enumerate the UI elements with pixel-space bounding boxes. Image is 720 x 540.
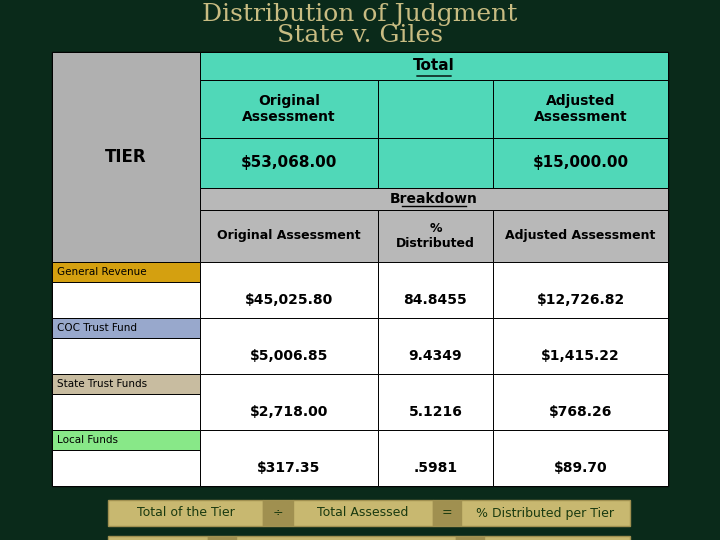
Text: ÷: ÷	[273, 507, 283, 519]
Text: 5.1216: 5.1216	[408, 405, 462, 419]
Text: Total: Total	[413, 58, 455, 73]
Text: COC Trust Fund: COC Trust Fund	[57, 323, 137, 333]
Bar	[200, 80, 378, 138]
Bar	[378, 80, 493, 138]
Bar	[200, 52, 668, 80]
Text: $53,068.00: $53,068.00	[240, 156, 337, 171]
Text: =: =	[441, 507, 452, 519]
Bar	[456, 536, 484, 540]
Text: Distribution of Judgment: Distribution of Judgment	[202, 3, 518, 26]
Bar	[378, 210, 493, 262]
Text: Total of the Tier: Total of the Tier	[137, 507, 235, 519]
Bar	[493, 374, 668, 430]
Bar	[236, 536, 456, 540]
Bar	[493, 318, 668, 374]
Text: $12,726.82: $12,726.82	[536, 293, 625, 307]
Bar	[52, 450, 200, 486]
Bar	[52, 282, 200, 318]
Bar	[484, 536, 630, 540]
Text: State v. Giles: State v. Giles	[277, 24, 443, 46]
Text: % Distributed per Tier: % Distributed per Tier	[477, 507, 614, 519]
Bar	[52, 318, 200, 338]
Text: $2,718.00: $2,718.00	[250, 405, 328, 419]
Bar	[378, 318, 493, 374]
Bar	[493, 210, 668, 262]
Text: TIER: TIER	[105, 148, 147, 166]
Text: Adjusted
Assessment: Adjusted Assessment	[534, 94, 627, 124]
Text: $5,006.85: $5,006.85	[250, 349, 328, 363]
Bar	[52, 52, 668, 486]
Text: $45,025.80: $45,025.80	[245, 293, 333, 307]
Bar	[200, 430, 378, 486]
Text: $768.26: $768.26	[549, 405, 612, 419]
Bar	[208, 536, 236, 540]
Bar	[378, 374, 493, 430]
Bar	[493, 80, 668, 138]
Bar	[493, 138, 668, 188]
Text: %
Distributed: % Distributed	[396, 222, 475, 250]
Bar	[200, 374, 378, 430]
Bar	[293, 500, 433, 526]
Bar	[263, 500, 293, 526]
Bar	[52, 338, 200, 374]
Text: $1,415.22: $1,415.22	[541, 349, 620, 363]
Text: General Revenue: General Revenue	[57, 267, 147, 277]
Text: Breakdown: Breakdown	[390, 192, 478, 206]
Text: Total Assessed: Total Assessed	[318, 507, 409, 519]
Text: $15,000.00: $15,000.00	[532, 156, 629, 171]
Bar	[493, 430, 668, 486]
Bar	[200, 262, 378, 318]
Bar	[461, 500, 630, 526]
Text: Original Assessment: Original Assessment	[217, 230, 361, 242]
Bar	[108, 500, 263, 526]
Bar	[200, 318, 378, 374]
Bar	[378, 262, 493, 318]
Text: 84.8455: 84.8455	[404, 293, 467, 307]
Bar	[200, 210, 378, 262]
Text: State Trust Funds: State Trust Funds	[57, 379, 147, 389]
Bar	[200, 138, 378, 188]
Bar	[52, 374, 200, 394]
Text: .5981: .5981	[413, 461, 458, 475]
Bar	[200, 188, 668, 210]
Text: $89.70: $89.70	[554, 461, 607, 475]
Text: $317.35: $317.35	[257, 461, 320, 475]
Text: Original
Assessment: Original Assessment	[242, 94, 336, 124]
Text: Local Funds: Local Funds	[57, 435, 118, 445]
Text: Adjusted Assessment: Adjusted Assessment	[505, 230, 656, 242]
Bar	[52, 430, 200, 450]
Text: 9.4349: 9.4349	[409, 349, 462, 363]
Bar	[52, 262, 200, 282]
Bar	[108, 536, 208, 540]
Bar	[52, 52, 200, 262]
Bar	[378, 430, 493, 486]
Bar	[52, 394, 200, 430]
Bar	[378, 138, 493, 188]
Bar	[493, 262, 668, 318]
Bar	[433, 500, 461, 526]
